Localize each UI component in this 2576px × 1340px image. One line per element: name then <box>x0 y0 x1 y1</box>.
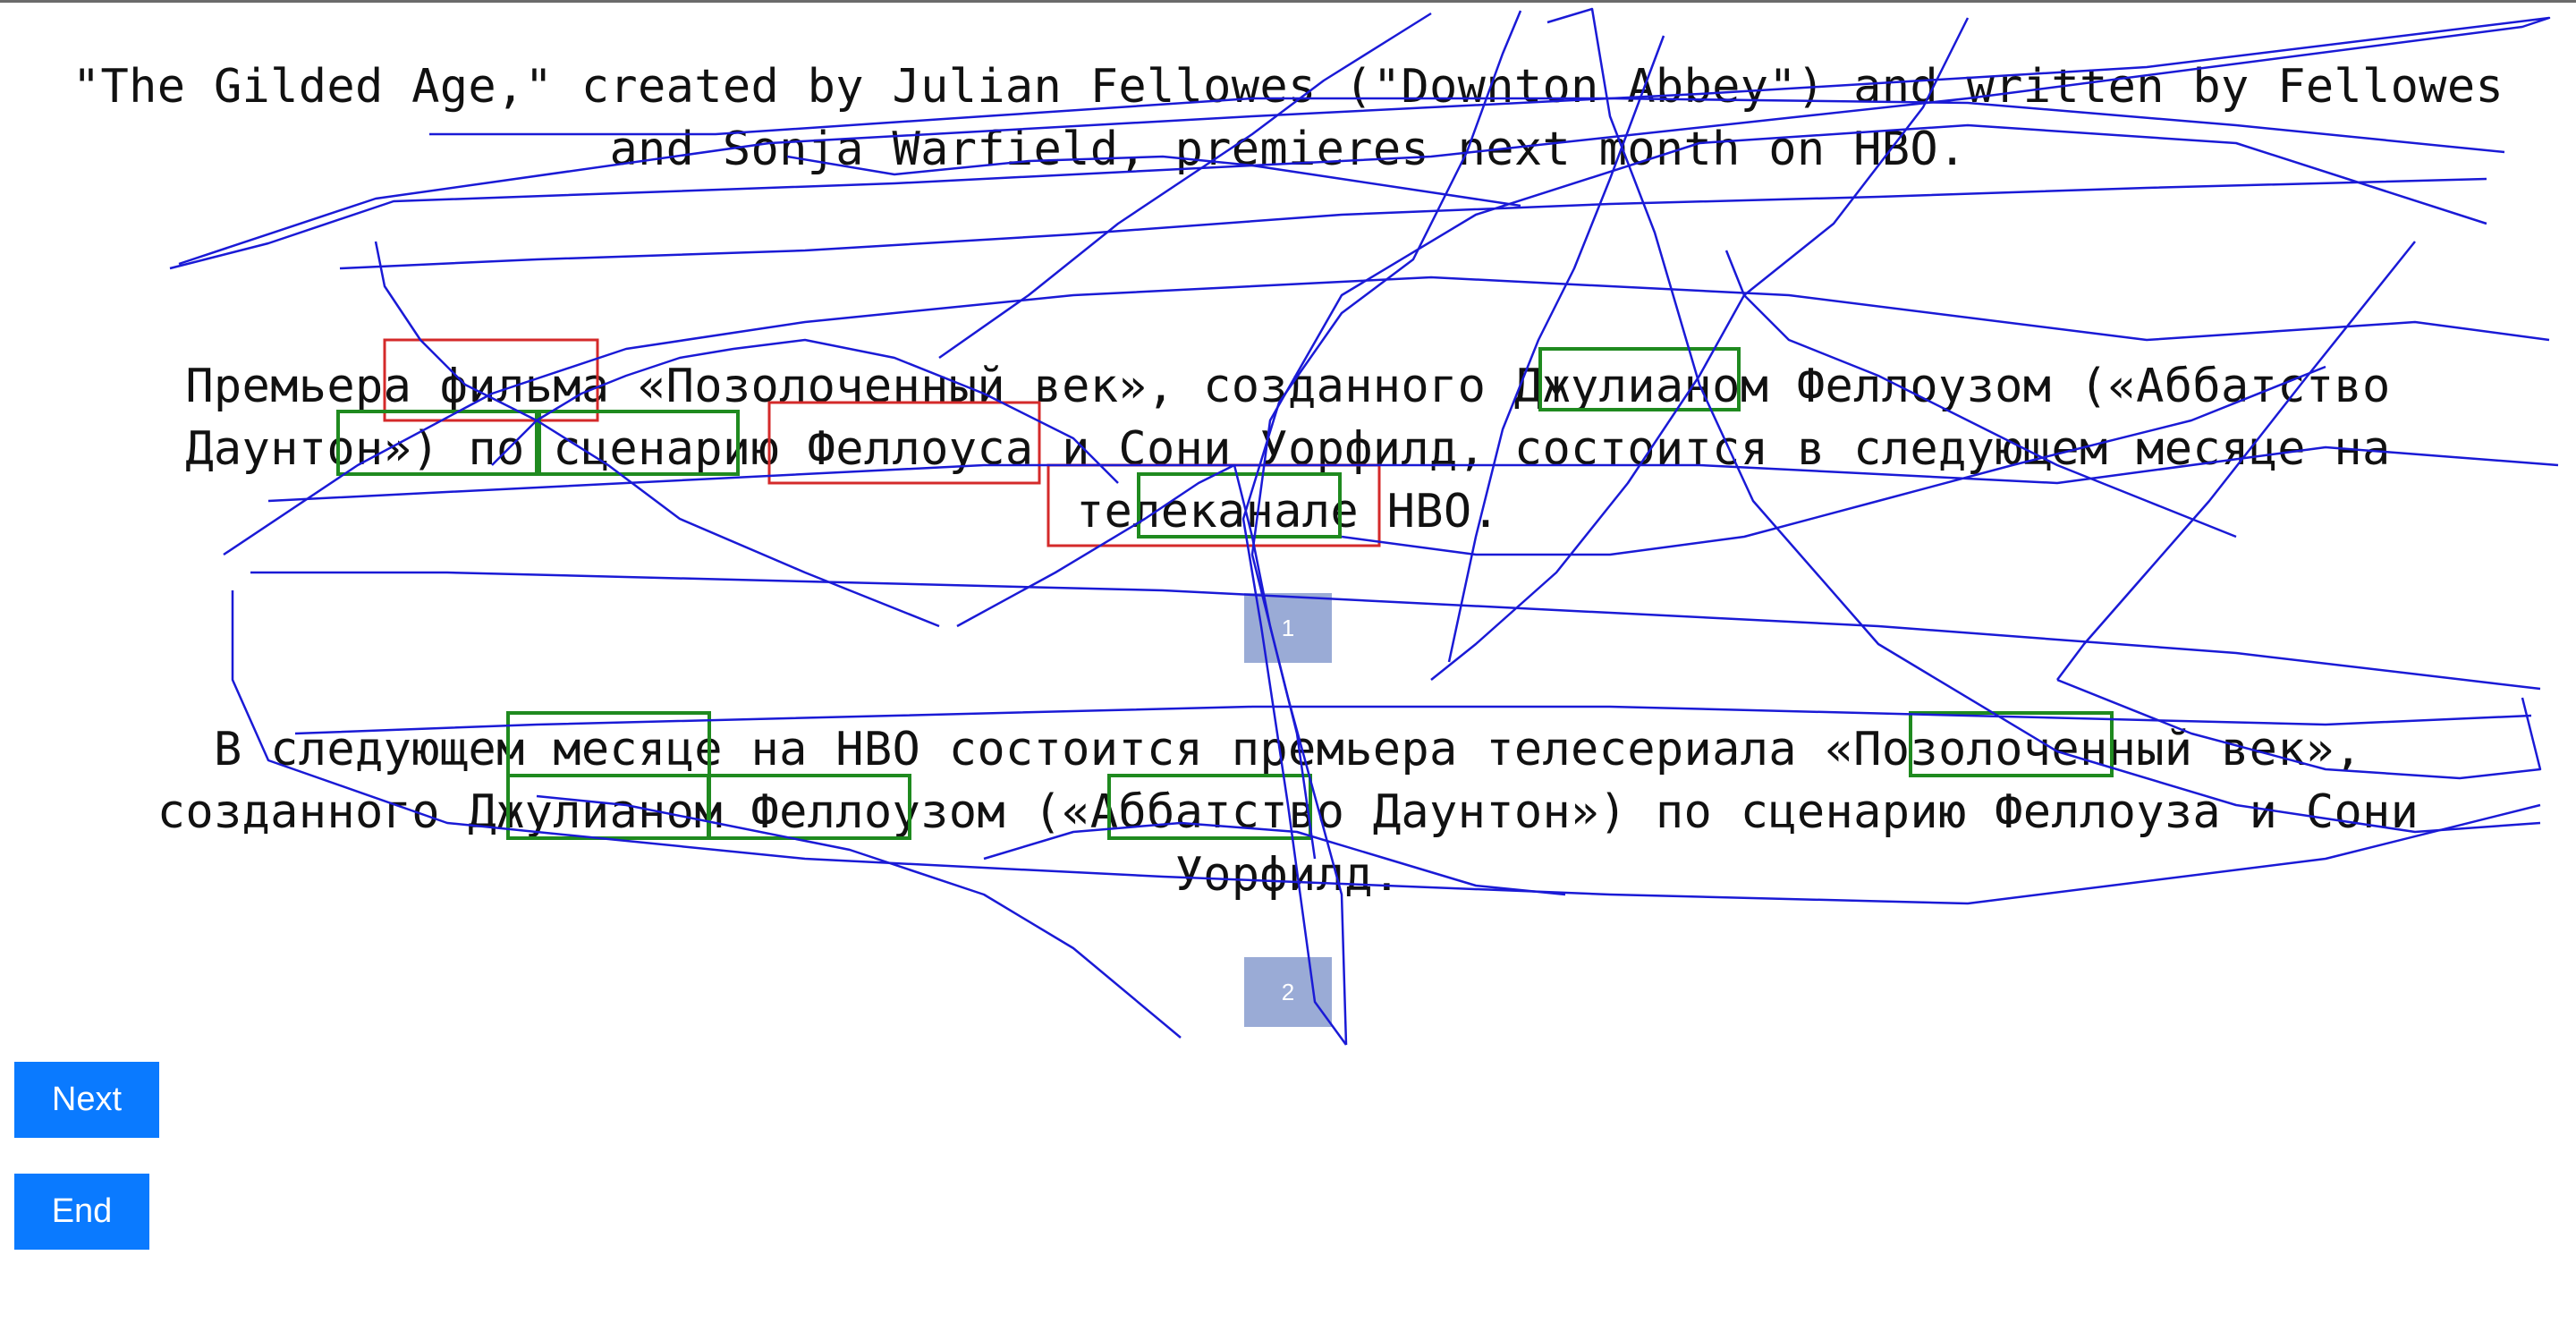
source-sentence: "The Gilded Age," created by Julian Fell… <box>72 60 2504 176</box>
hypothesis-2-text: В следующем месяце на HBO состоится прем… <box>157 723 2419 902</box>
top-border <box>0 0 2576 3</box>
end-button[interactable]: End <box>14 1174 149 1250</box>
hypothesis-1-badge[interactable]: 1 <box>1244 593 1332 663</box>
hypothesis-2-badge[interactable]: 2 <box>1244 957 1332 1027</box>
next-button[interactable]: Next <box>14 1062 159 1138</box>
hypothesis-1-text: Премьера фильма «Позолоченный век», созд… <box>185 360 2391 539</box>
